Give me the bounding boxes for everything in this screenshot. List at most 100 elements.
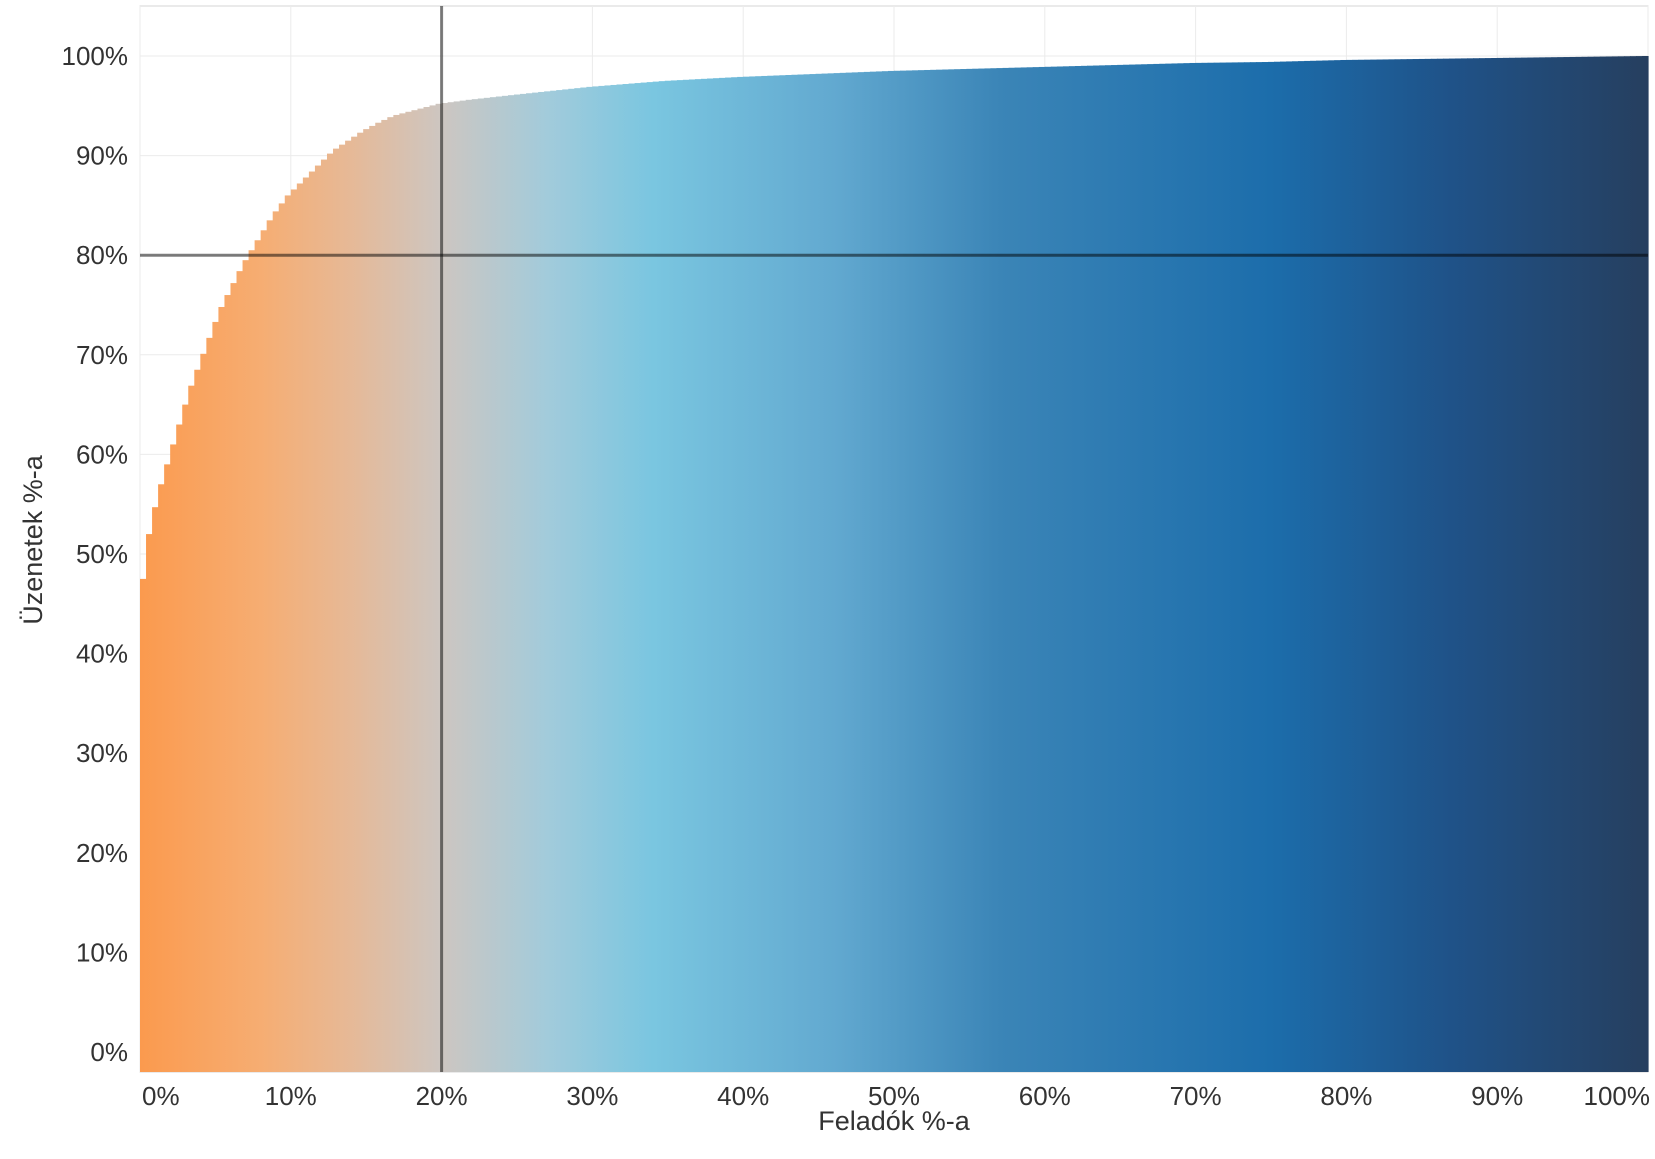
cumulative-bar	[767, 75, 774, 1072]
cumulative-bar	[827, 73, 835, 1073]
cumulative-bar	[616, 84, 624, 1073]
cumulative-bar	[320, 159, 328, 1073]
cumulative-bar	[1074, 65, 1082, 1073]
cumulative-bar	[1261, 62, 1269, 1072]
cumulative-bar	[1195, 62, 1203, 1072]
cumulative-bar	[1243, 62, 1251, 1072]
cumulative-bar	[658, 81, 666, 1072]
cumulative-bar	[393, 114, 400, 1073]
cumulative-bar	[381, 119, 388, 1073]
cumulative-bar	[302, 177, 310, 1073]
cumulative-bar	[513, 94, 521, 1073]
cumulative-bar	[803, 74, 811, 1072]
cumulative-bar	[1412, 59, 1420, 1073]
reference-lines	[140, 6, 1648, 1072]
cumulative-bar	[700, 78, 708, 1073]
cumulative-bar	[375, 122, 382, 1073]
y-tick-label: 80%	[76, 240, 128, 270]
y-axis-ticks: 0% 10% 20% 30% 40% 50% 60% 70% 80% 90% 100%	[62, 41, 129, 1067]
cumulative-bar	[1545, 57, 1553, 1072]
cumulative-bar	[206, 337, 213, 1072]
cumulative-bar	[1509, 57, 1516, 1073]
cumulative-bar	[1394, 59, 1402, 1072]
cumulative-bar	[399, 113, 407, 1072]
cumulative-bar	[918, 70, 925, 1073]
cumulative-bar	[833, 73, 841, 1072]
cumulative-bar	[948, 69, 955, 1073]
cumulative-bar	[1008, 67, 1016, 1072]
cumulative-bar	[1201, 62, 1209, 1073]
cumulative-bar	[580, 87, 587, 1073]
cumulative-bar	[1641, 56, 1649, 1072]
cumulative-bar	[821, 73, 829, 1072]
cumulative-bar	[1050, 66, 1058, 1073]
cumulative-bar	[1117, 64, 1124, 1072]
cumulative-bar	[1286, 61, 1293, 1073]
cumulative-bar	[254, 240, 262, 1072]
cumulative-bar	[930, 69, 937, 1073]
cumulative-bar	[857, 72, 865, 1073]
cumulative-bar	[1629, 56, 1637, 1072]
cumulative-bar	[1255, 62, 1263, 1072]
cumulative-bar	[526, 93, 533, 1073]
y-tick-label: 70%	[76, 340, 128, 370]
cumulative-bar	[435, 103, 443, 1073]
y-tick-label: 50%	[76, 539, 128, 569]
cumulative-bar	[1587, 56, 1595, 1073]
cumulative-bar	[1418, 58, 1426, 1072]
cumulative-bar	[1219, 62, 1227, 1072]
y-tick-label: 30%	[76, 738, 128, 768]
cumulative-bar	[863, 71, 871, 1072]
cumulative-bar	[622, 84, 630, 1073]
cumulative-bar	[1599, 56, 1607, 1073]
cumulative-bar	[869, 71, 877, 1073]
cumulative-bar	[1442, 58, 1450, 1072]
cumulative-bar	[1274, 61, 1281, 1073]
cumulative-bar	[652, 81, 660, 1072]
cumulative-bar	[1485, 58, 1492, 1073]
cumulative-bar	[1521, 57, 1528, 1072]
cumulative-bar	[912, 70, 919, 1073]
cumulative-bar	[351, 136, 358, 1072]
cumulative-bar	[164, 464, 171, 1072]
cumulative-bar	[248, 250, 256, 1073]
cumulative-bar	[1479, 58, 1486, 1072]
cumulative-bar	[797, 74, 805, 1073]
cumulative-bar	[598, 85, 606, 1072]
cumulative-bar	[308, 171, 316, 1072]
cumulative-bar	[152, 507, 159, 1072]
x-tick-label: 10%	[265, 1081, 317, 1111]
cumulative-bar	[441, 103, 449, 1072]
cumulative-bar	[1557, 57, 1565, 1072]
y-tick-label: 0%	[90, 1037, 128, 1067]
cumulative-bar	[966, 68, 974, 1073]
cumulative-bar	[1473, 58, 1480, 1073]
cumulative-bar	[562, 89, 569, 1072]
cumulative-bar	[1527, 57, 1534, 1073]
cumulative-bar	[538, 91, 545, 1072]
cumulative-bar	[532, 92, 539, 1072]
cumulative-bar	[1267, 61, 1275, 1073]
cumulative-bar	[749, 76, 756, 1072]
cumulative-bar	[1249, 62, 1257, 1073]
cumulative-bar	[1623, 56, 1631, 1073]
cumulative-bar	[1376, 59, 1384, 1072]
cumulative-bar	[972, 68, 980, 1072]
cumulative-bar	[1183, 63, 1191, 1073]
cumulative-bar	[339, 144, 346, 1073]
cumulative-bar	[1310, 60, 1317, 1072]
cumulative-bar	[887, 70, 895, 1072]
x-tick-label: 90%	[1471, 1081, 1523, 1111]
x-axis-ticks: 0% 10% 20% 30% 40% 50% 60% 70% 80% 90% 100%	[142, 1081, 1650, 1111]
cumulative-bar	[1400, 59, 1408, 1073]
cumulative-bar	[1424, 58, 1432, 1073]
cumulative-bar	[363, 129, 370, 1073]
cumulative-bar	[423, 106, 431, 1073]
cumulative-bar	[429, 105, 437, 1072]
cumulative-bar	[471, 99, 479, 1072]
x-tick-label: 80%	[1320, 1081, 1372, 1111]
cumulative-bar	[1165, 63, 1173, 1073]
cumulative-bar	[682, 79, 690, 1072]
cumulative-bar	[996, 68, 1004, 1072]
cumulative-bar	[978, 68, 986, 1072]
